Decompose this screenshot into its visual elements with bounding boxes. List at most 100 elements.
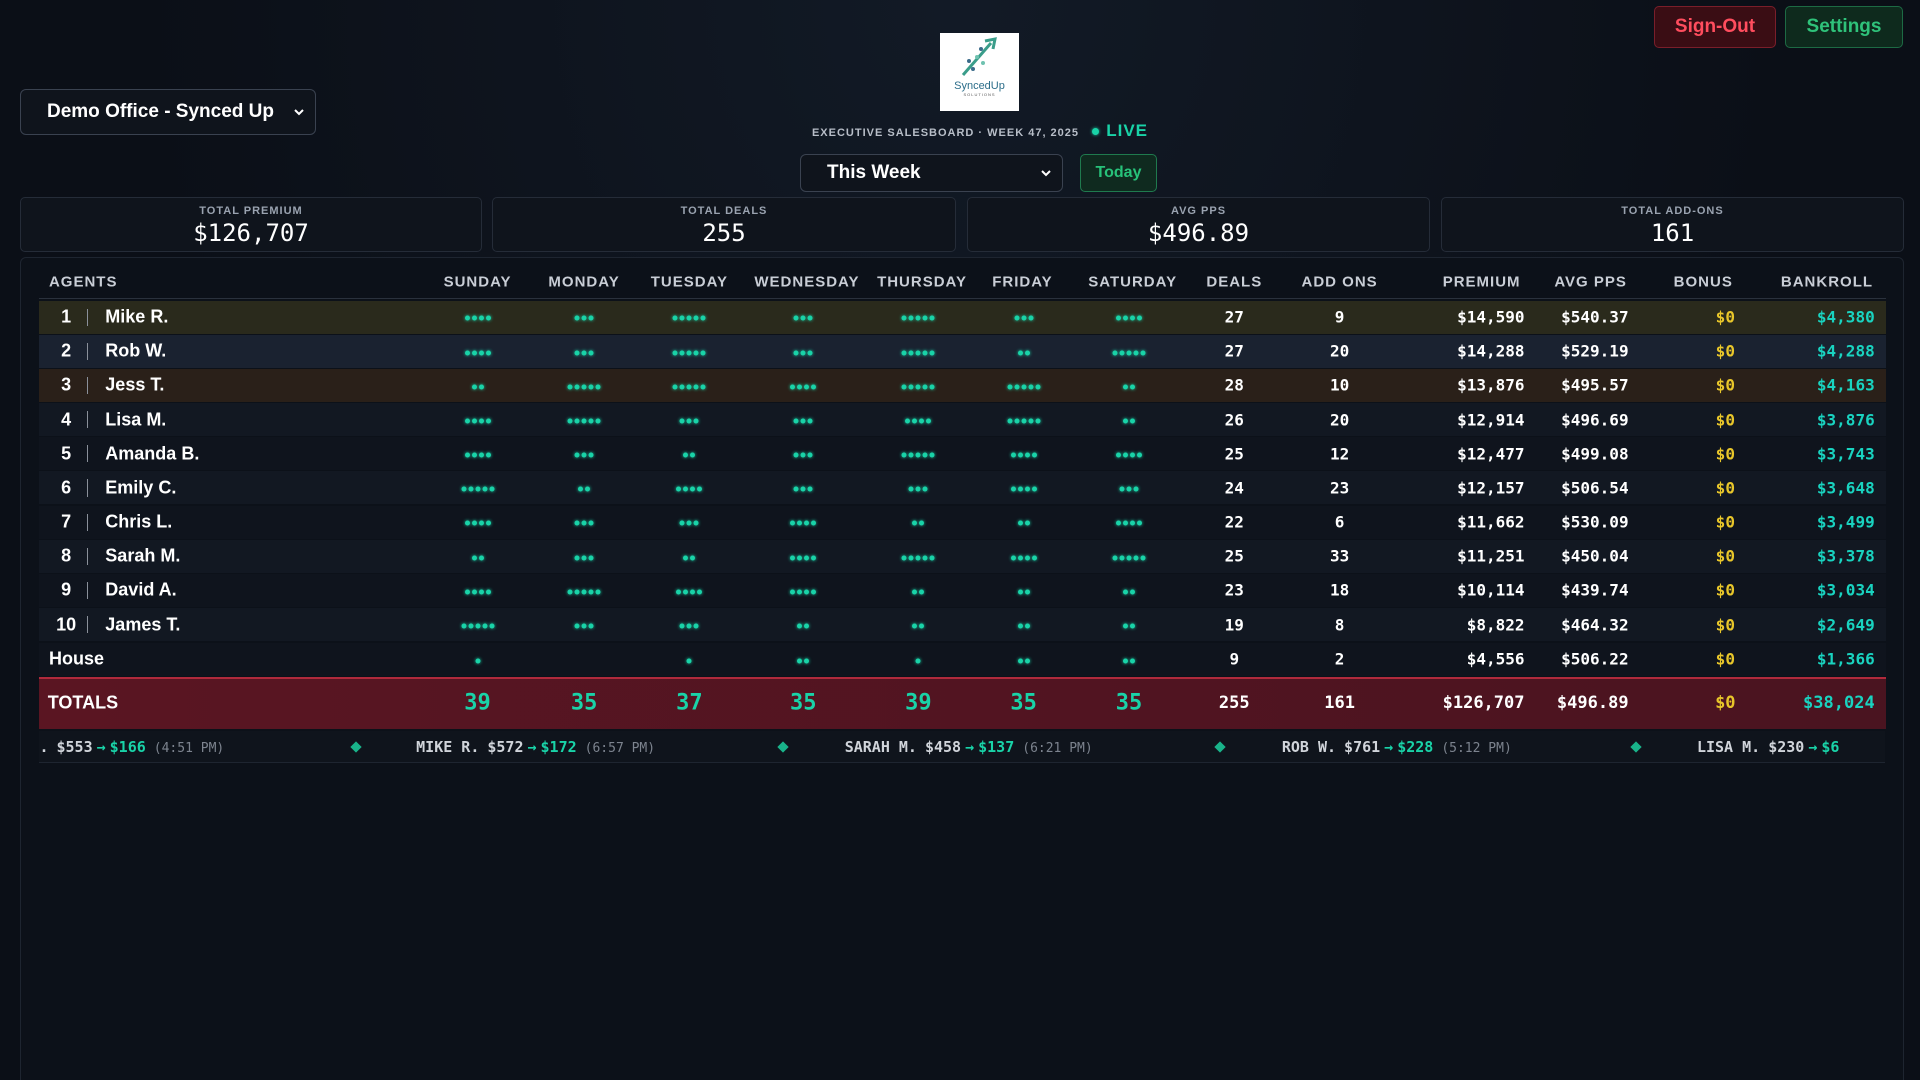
bankroll: $3,378 xyxy=(1816,546,1875,566)
column-header: SATURDAY xyxy=(1088,273,1178,291)
dot xyxy=(679,520,685,526)
deal-dots xyxy=(682,452,696,458)
ticker-time: (4:51 PM) xyxy=(153,741,225,756)
dot xyxy=(915,486,921,492)
bonus: $0 xyxy=(1715,478,1735,498)
deal-dots xyxy=(471,384,485,390)
dot xyxy=(1035,418,1041,424)
stat-label: TOTAL DEALS xyxy=(680,205,768,217)
dot xyxy=(567,384,573,390)
rank-divider xyxy=(86,513,88,531)
dot xyxy=(1115,520,1121,526)
totals-row xyxy=(39,677,1886,729)
stat-value: $126,707 xyxy=(193,219,309,247)
dot xyxy=(693,384,699,390)
dot xyxy=(929,452,935,458)
dot xyxy=(1024,520,1030,526)
dot xyxy=(478,520,484,526)
rank: 2 xyxy=(61,340,72,361)
deal-dots xyxy=(1111,555,1146,560)
avg-pps: $529.19 xyxy=(1561,341,1629,361)
dot xyxy=(478,555,484,560)
dot xyxy=(919,418,925,424)
dot xyxy=(1007,418,1013,424)
ticker-item: MIKE R. $572 → $172 (6:57 PM) xyxy=(416,731,655,762)
deal-dots xyxy=(464,315,492,321)
avg-pps: $495.57 xyxy=(1561,375,1629,395)
period-select[interactable]: This Week xyxy=(800,154,1063,192)
dot xyxy=(461,486,467,492)
deal-dots xyxy=(789,555,817,560)
agent-name: David A. xyxy=(105,579,177,600)
dot xyxy=(588,623,594,629)
column-header: BANKROLL xyxy=(1780,273,1874,291)
chevron xyxy=(1041,170,1051,177)
ticker-separator xyxy=(350,741,363,753)
deal-dots xyxy=(675,589,703,595)
bankroll: $4,380 xyxy=(1816,307,1875,327)
deal-dots xyxy=(1122,658,1136,664)
dot xyxy=(800,452,806,458)
dot xyxy=(581,452,587,458)
premium: $11,251 xyxy=(1457,546,1525,566)
ticker-item: ROB W. $761 → $228 (5:12 PM) xyxy=(1282,731,1512,762)
dot xyxy=(679,384,685,390)
dot xyxy=(690,555,696,560)
ticker-item: C. $553→$166 (4:51 PM) xyxy=(39,731,225,762)
day-total: 39 xyxy=(464,690,491,716)
dot xyxy=(905,418,911,424)
today-button[interactable]: Today xyxy=(1080,154,1157,192)
settings-button[interactable]: Settings xyxy=(1785,6,1903,48)
rank: 4 xyxy=(61,409,72,430)
dot xyxy=(1136,520,1142,526)
dot xyxy=(588,520,594,526)
premium: $4,556 xyxy=(1466,649,1525,669)
avg-pps: $530.09 xyxy=(1561,512,1629,532)
dot xyxy=(693,418,699,424)
rank-divider xyxy=(86,479,88,497)
dot xyxy=(1017,623,1023,629)
deal-dots xyxy=(789,589,817,595)
deal-dots xyxy=(1017,350,1031,356)
agent-name: James T. xyxy=(105,614,181,635)
dot xyxy=(581,384,587,390)
dot xyxy=(464,350,470,356)
deal-dots xyxy=(901,384,936,390)
dot xyxy=(686,350,692,356)
dot xyxy=(482,623,488,629)
dot xyxy=(793,452,799,458)
deal-dots xyxy=(679,520,700,526)
dot xyxy=(581,418,587,424)
dot xyxy=(912,418,918,424)
add-ons: 8 xyxy=(1334,615,1345,635)
dot xyxy=(1021,418,1027,424)
bankroll: $3,743 xyxy=(1816,444,1875,464)
dot xyxy=(1129,520,1135,526)
ticker-from: $572 xyxy=(487,738,524,756)
deals: 25 xyxy=(1224,444,1244,464)
add-ons: 20 xyxy=(1329,341,1350,361)
dot xyxy=(919,520,925,526)
sign-out-button[interactable]: Sign-Out xyxy=(1654,6,1776,48)
dot xyxy=(679,623,685,629)
day-total: 35 xyxy=(1115,690,1143,716)
ticker-arrow: → xyxy=(1808,738,1818,756)
deal-dots xyxy=(793,350,814,356)
deals: 23 xyxy=(1224,580,1244,600)
dot xyxy=(1017,555,1023,560)
dot xyxy=(1014,418,1020,424)
dot xyxy=(1122,623,1128,629)
office-select[interactable]: Demo Office - Synced Up xyxy=(20,89,316,135)
dot xyxy=(912,589,918,595)
bonus: $0 xyxy=(1715,375,1735,395)
dot xyxy=(485,589,491,595)
row xyxy=(39,403,1886,437)
avg-pps: $439.74 xyxy=(1561,580,1629,600)
dot xyxy=(672,350,678,356)
add-ons: 10 xyxy=(1329,375,1350,395)
dot xyxy=(471,520,477,526)
ticker-arrow: → xyxy=(965,738,975,756)
deals: 19 xyxy=(1224,615,1244,635)
logo-name: SyncedUp xyxy=(954,80,1005,92)
